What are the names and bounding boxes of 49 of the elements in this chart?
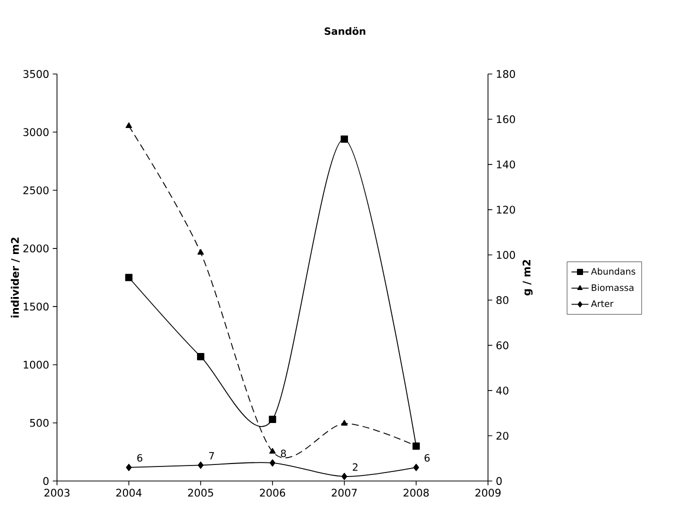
point <box>340 135 348 143</box>
point <box>126 122 132 128</box>
y2-axis-title: g / m2 <box>522 260 533 296</box>
data-label: 2 <box>352 463 358 471</box>
y2-tick-label: 40 <box>496 386 508 395</box>
legend-label: Abundans <box>591 268 636 275</box>
point <box>341 420 348 426</box>
x-tick-label: 2009 <box>475 488 501 497</box>
data-label: 7 <box>209 452 214 460</box>
legend-label: Biomassa <box>592 284 634 292</box>
point <box>270 459 276 467</box>
y2-tick-label: 120 <box>496 206 516 214</box>
y2-tick-label: 100 <box>496 250 516 259</box>
x-tick-label: 2008 <box>404 488 429 497</box>
x-tick-label: 2003 <box>44 488 70 497</box>
point <box>341 472 348 480</box>
x-tick-label: 2005 <box>188 488 214 497</box>
y2-tick-label: 20 <box>496 432 508 440</box>
point <box>126 464 132 472</box>
data-label: 8 <box>280 450 286 458</box>
point <box>125 274 132 282</box>
y-tick-label: 500 <box>30 418 49 427</box>
x-tick-label: 2007 <box>332 488 357 497</box>
y-tick-label: 3000 <box>23 128 49 136</box>
data-label: 6 <box>137 454 142 462</box>
data-label: 6 <box>424 454 430 462</box>
legend-label: Arter <box>591 300 614 308</box>
y2-tick-label: 0 <box>496 477 502 485</box>
y2-tick-label: 80 <box>496 296 508 304</box>
y-tick-label: 2500 <box>23 186 49 194</box>
point <box>269 448 276 454</box>
x-tick-label: 2006 <box>260 488 286 497</box>
y-tick-label: 1000 <box>24 360 49 369</box>
y-tick-label: 1500 <box>24 302 49 311</box>
point <box>413 464 420 472</box>
y-tick-label: 0 <box>43 477 49 485</box>
point <box>197 248 204 255</box>
y-tick-label: 2000 <box>23 244 49 252</box>
chart-title: Sandön <box>324 27 366 35</box>
point <box>268 416 276 424</box>
y-axis-title: individer / m2 <box>10 238 20 318</box>
y-tick-label: 3500 <box>23 70 49 78</box>
y2-tick-label: 60 <box>496 341 508 350</box>
y2-tick-label: 140 <box>496 160 516 168</box>
y2-tick-label: 160 <box>496 115 516 124</box>
point <box>197 352 204 360</box>
x-tick-label: 2004 <box>116 488 142 497</box>
point <box>198 462 204 469</box>
y2-tick-label: 180 <box>496 70 516 78</box>
